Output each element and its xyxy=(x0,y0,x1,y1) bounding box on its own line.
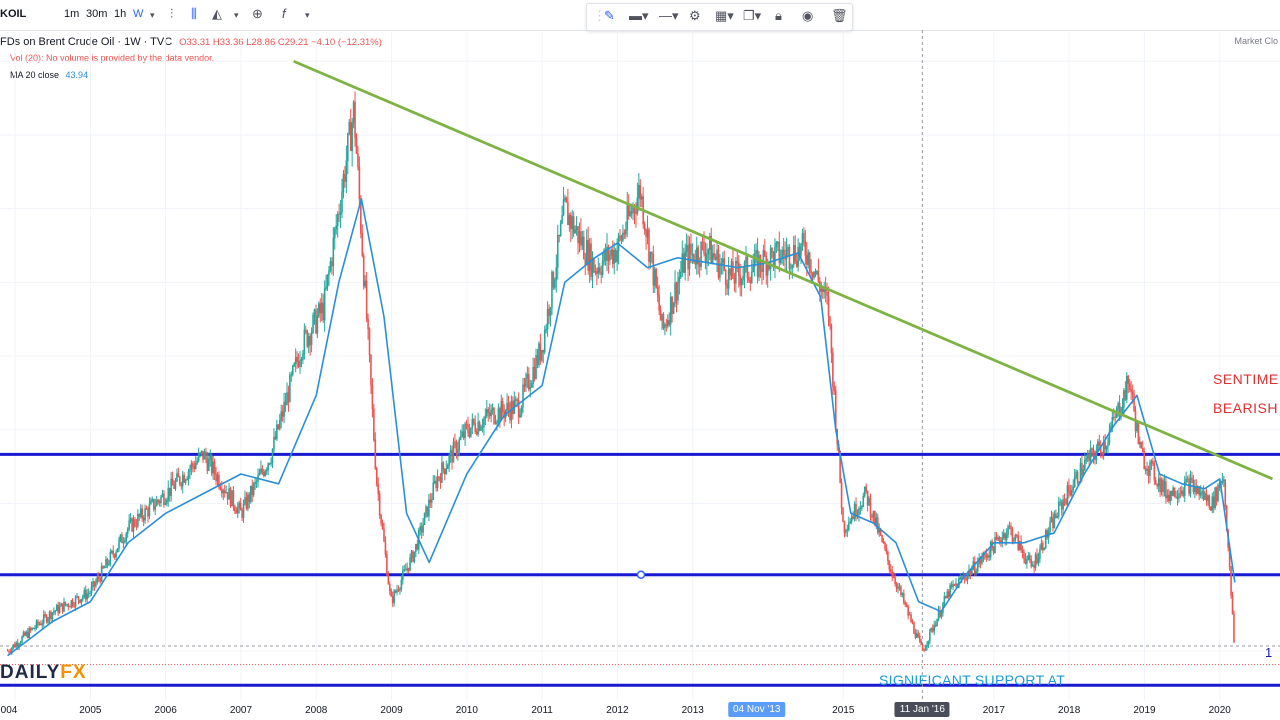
right-annotation-number: 1 xyxy=(1265,645,1273,660)
x-tick-label: 2020 xyxy=(1208,705,1231,716)
timeframe-1h[interactable]: 1h xyxy=(114,8,127,20)
symbol-label[interactable]: KOIL xyxy=(0,8,27,20)
add-compare-icon[interactable]: ⊕ xyxy=(252,6,263,21)
candles-icon[interactable]: ⫼ xyxy=(191,6,197,21)
level-handle xyxy=(636,570,646,579)
x-tick-label: 2009 xyxy=(380,705,403,716)
crosshair-date-badge: 04 Nov '13 xyxy=(727,702,786,717)
top-toolbar: KOIL 1m 30m 1h W ▾ ⫶ ⫼ ◭ ▾ ⊕ f ▾ ⋮ ✎ ▬▾ … xyxy=(0,0,1280,31)
ma-label: MA 20 close xyxy=(10,70,60,80)
ohlc-values: O33.31 H33.36 L28.86 C29.21 −4.10 (−12.3… xyxy=(179,37,382,48)
ma-series xyxy=(7,198,1236,657)
dailyfx-logo: DAILYFX xyxy=(0,662,87,683)
x-tick-label: 2011 xyxy=(531,705,553,716)
descending-trendline xyxy=(293,59,1274,481)
drawing-toolbar: ⋮ ✎ ▬▾ —▾ ⚙ ▦▾ ❐▾ 🔒︎ ◉ 🗑︎ xyxy=(586,3,853,31)
x-tick-label: 2013 xyxy=(681,705,704,716)
ma-line xyxy=(7,198,1236,657)
timeframe-w[interactable]: W xyxy=(133,8,144,20)
x-tick-label: 004 xyxy=(0,705,18,716)
x-tick-label: 2008 xyxy=(305,705,328,716)
bars-style-icon[interactable]: ⫶ xyxy=(170,6,174,21)
ma-value: 43.94 xyxy=(65,70,89,80)
sentiment-label-2: BEARISH xyxy=(1213,400,1278,416)
series-title[interactable]: FDs on Brent Crude Oil · 1W · TVC xyxy=(0,36,173,48)
area-chart-icon[interactable]: ◭ xyxy=(212,6,222,21)
sentiment-label-1: SENTIME xyxy=(1213,371,1279,387)
grid xyxy=(0,30,1280,700)
crosshair-date-badge: 11 Jan '16 xyxy=(894,702,950,717)
gear-icon[interactable]: ⚙ xyxy=(689,8,701,23)
chevron-down-icon[interactable]: ▾ xyxy=(150,10,155,20)
visual-order-icon[interactable]: ▦▾ xyxy=(715,8,734,23)
eye-icon[interactable]: ◉ xyxy=(802,8,814,23)
market-status: Market Clo xyxy=(1234,36,1278,46)
drag-handle-icon[interactable]: ⋮ xyxy=(593,8,606,23)
chevron-down-icon[interactable]: ▾ xyxy=(305,10,310,20)
series-legend: FDs on Brent Crude Oil · 1W · TVC O33.31… xyxy=(0,36,382,48)
x-tick-label: 2006 xyxy=(154,705,177,716)
x-tick-label: 2018 xyxy=(1058,705,1081,716)
pencil-icon[interactable]: ✎ xyxy=(604,8,615,23)
x-tick-label: 2005 xyxy=(79,705,102,716)
x-tick-label: 2012 xyxy=(606,705,629,716)
crosshair xyxy=(0,30,1280,700)
clone-icon[interactable]: ❐▾ xyxy=(743,8,762,23)
x-tick-label: 2015 xyxy=(832,705,855,716)
timeframe-1m[interactable]: 1m xyxy=(64,8,80,20)
x-tick-label: 2010 xyxy=(455,705,478,716)
volume-note: Vol (20): No volume is provided by the d… xyxy=(10,53,215,63)
ma-legend[interactable]: MA 20 close 43.94 xyxy=(10,70,88,80)
line-width-icon[interactable]: ▬▾ xyxy=(629,8,649,23)
lock-icon[interactable]: 🔒︎ xyxy=(775,8,782,23)
chevron-down-icon[interactable]: ▾ xyxy=(234,10,239,20)
indicators-icon[interactable]: f xyxy=(282,6,286,21)
price-series xyxy=(6,91,1235,656)
trash-icon[interactable]: 🗑︎ xyxy=(831,8,848,23)
support-label: SIGNIFICANT SUPPORT AT xyxy=(879,672,1066,688)
timeframe-30m[interactable]: 30m xyxy=(86,8,108,20)
line-style-icon[interactable]: —▾ xyxy=(659,8,679,23)
trendline xyxy=(293,59,1274,481)
x-tick-label: 2019 xyxy=(1133,705,1156,716)
horizontal-levels xyxy=(0,452,1280,687)
x-tick-label: 2017 xyxy=(982,705,1005,716)
x-tick-label: 2007 xyxy=(229,705,253,716)
